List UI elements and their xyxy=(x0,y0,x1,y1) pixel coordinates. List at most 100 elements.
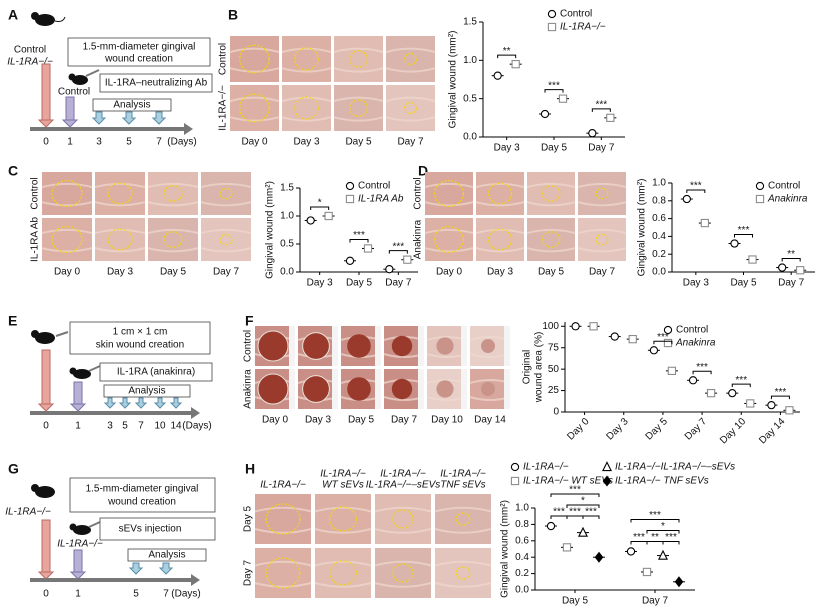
wound-outline xyxy=(265,503,301,535)
wound-photo xyxy=(578,218,626,261)
marker xyxy=(610,332,619,341)
timeline-arrow xyxy=(191,407,200,419)
marker xyxy=(540,109,550,119)
photo-row-label: Day 5 xyxy=(243,506,254,533)
y-tick-label: 1.0 xyxy=(515,503,529,514)
panel-label: G xyxy=(8,461,19,477)
day-label: 0 xyxy=(43,421,49,432)
wound-outline xyxy=(487,182,513,205)
significance-label: *** xyxy=(585,507,597,518)
significance-bracket xyxy=(630,518,680,523)
wound-photo xyxy=(425,218,473,261)
legend-label: Anakinra xyxy=(767,194,808,205)
wound-outline xyxy=(455,512,471,526)
marker xyxy=(730,239,739,248)
photo-texture xyxy=(281,96,332,122)
analysis-box xyxy=(103,384,191,398)
y-axis-label: Original xyxy=(522,350,533,384)
y-tick-label: 0.4 xyxy=(652,231,666,242)
legend-label: Control xyxy=(676,325,708,336)
significance-bracket xyxy=(686,189,706,194)
wound-photo xyxy=(476,172,524,215)
schematic-g: IL-1RA−/− 1.5-mm-diameter gingival wound… xyxy=(5,477,216,600)
y-tick-label: 0.2 xyxy=(515,568,529,579)
y-tick-label: 1.0 xyxy=(280,211,294,222)
legend-label: IL-1RA−/− xyxy=(523,462,569,473)
timeline-arrow xyxy=(191,574,200,586)
wound-outline xyxy=(541,231,561,248)
significance-label: *** xyxy=(392,241,404,252)
day-label: 0 xyxy=(43,137,49,148)
photo-row-label: Anakinra xyxy=(243,369,254,409)
wound-outline xyxy=(163,231,183,248)
y-tick-label: 0.2 xyxy=(652,249,666,260)
ruler xyxy=(418,326,424,366)
significance-label: *** xyxy=(735,375,747,386)
mouse-icon xyxy=(72,75,88,85)
x-tick-label: Day 5 xyxy=(346,278,373,289)
wound-outline xyxy=(328,560,358,586)
wound-photo xyxy=(230,36,279,82)
significance-label: ** xyxy=(651,532,659,543)
photo-texture xyxy=(314,506,372,534)
day-label: 7 xyxy=(138,421,144,432)
wound-outline xyxy=(107,182,133,205)
wound-area xyxy=(257,330,289,362)
wound-outline xyxy=(219,233,233,246)
photo-texture xyxy=(526,182,576,207)
marker xyxy=(785,406,794,415)
photo-column-label: Day 3 xyxy=(305,415,332,426)
day-label: 1 xyxy=(75,421,81,432)
y-tick-label: 0.0 xyxy=(515,585,529,596)
photo-texture xyxy=(200,182,252,207)
wound-outline xyxy=(294,47,319,71)
photo-column-label: Day 0 xyxy=(54,267,81,278)
wound-outline xyxy=(219,187,233,200)
wound-area xyxy=(347,377,371,401)
ruler xyxy=(504,326,510,366)
photo-texture xyxy=(374,560,432,588)
photo-row-label: IL-1RA Ab xyxy=(30,217,41,262)
wound-photo xyxy=(255,548,311,598)
marker xyxy=(796,266,805,275)
x-tick-label: Day 3 xyxy=(683,278,710,289)
wound-photo xyxy=(148,172,198,215)
photo-texture xyxy=(147,182,199,207)
y-tick-label: 1.0 xyxy=(463,55,477,66)
step-text: 1.5-mm-diameter gingival xyxy=(83,42,196,53)
wound-photo xyxy=(375,548,431,598)
photo-column-label: Day 0 xyxy=(262,415,289,426)
photo-column-label: Day 3 xyxy=(107,267,134,278)
day-label: 10 xyxy=(154,421,166,432)
legend-marker xyxy=(547,22,557,32)
mouse-icon xyxy=(69,367,77,375)
ruler xyxy=(289,369,295,409)
marker xyxy=(649,346,659,355)
y-tick-label: 0.8 xyxy=(652,195,666,206)
marker xyxy=(728,388,737,398)
photo-texture xyxy=(41,182,93,207)
ruler xyxy=(461,369,467,409)
y-tick-label: 0.6 xyxy=(652,213,666,224)
wound-outline xyxy=(433,179,465,208)
marker xyxy=(562,543,572,552)
x-tick-label: Day 7 xyxy=(642,596,669,607)
wound-photo xyxy=(386,85,435,131)
wound-outline xyxy=(541,185,561,202)
marker xyxy=(589,322,598,331)
significance-bracket xyxy=(770,395,790,400)
wound-outline xyxy=(455,566,471,580)
significance-label: *** xyxy=(548,80,560,91)
marker xyxy=(306,216,315,225)
y-axis-label: Gingival wound (mm²) xyxy=(265,181,276,279)
arrow xyxy=(37,119,55,128)
photo-texture xyxy=(424,228,474,253)
marker xyxy=(345,256,355,265)
wound-area xyxy=(302,375,330,403)
marker xyxy=(700,218,709,228)
significance-label: *** xyxy=(696,362,708,373)
photo-texture xyxy=(94,228,146,253)
day-label: 14 xyxy=(170,421,182,432)
panel-label: C xyxy=(8,163,18,179)
